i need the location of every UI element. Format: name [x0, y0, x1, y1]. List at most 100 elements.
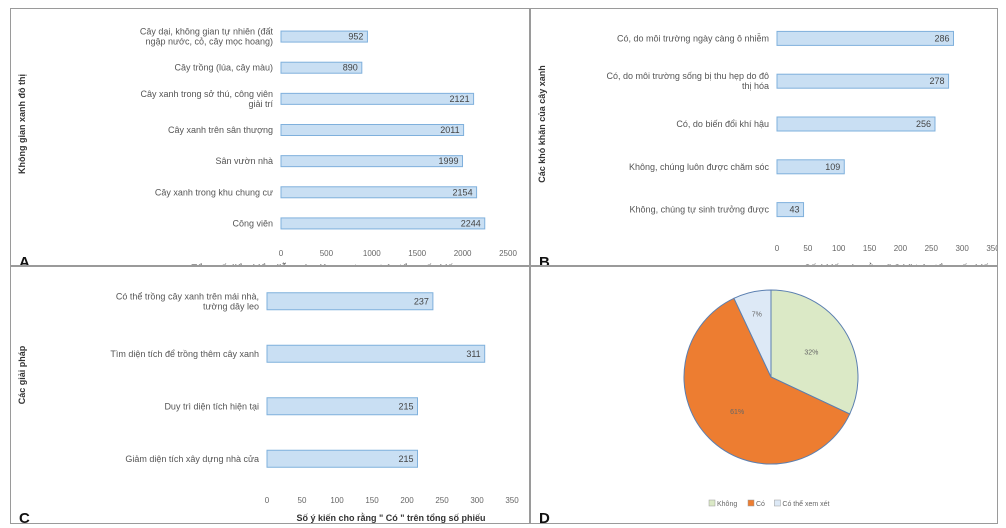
panel-letter: A [19, 254, 30, 265]
x-tick-label: 2000 [454, 249, 472, 258]
pie-slice [683, 297, 851, 465]
data-label: 215 [398, 401, 413, 411]
data-label: 43 [790, 205, 800, 215]
panel-c: Có thể trồng cây xanh trên mái nhà, tường… [10, 266, 530, 524]
slice-label: 32% [804, 349, 818, 356]
chart-b-svg: Có, do môi trường ngày càng ô nhiễm 286 Có… [537, 30, 997, 265]
legend-swatch [747, 499, 755, 507]
bar [266, 292, 434, 311]
x-axis-title: Tổng số điểm biểu diễn mức độ quan trọng… [191, 263, 460, 265]
bar [280, 30, 368, 43]
pie-slice [733, 289, 772, 378]
legend-label: Không [717, 501, 737, 508]
data-label: 278 [930, 76, 945, 86]
category-label: Có, do môi trường ngày càng ô nhiễm [617, 33, 769, 43]
x-axis-title: Số ý kiến cho rằng " Có " trên tổng số p… [804, 262, 993, 265]
x-tick-label: 150 [365, 496, 379, 505]
chart-a-svg: Cây dại, không gian tự nhiên (đất ngập nư… [17, 27, 517, 265]
category-label: Cây xanh trên sân thượng [168, 125, 273, 135]
x-tick-label: 200 [400, 496, 414, 505]
x-tick-label: 50 [803, 244, 812, 253]
x-tick-label: 0 [265, 496, 270, 505]
bar [776, 202, 805, 218]
panel-letter: D [539, 510, 550, 523]
slice-label: 7% [752, 311, 762, 318]
category-label: Cây dại, không gian tự nhiên (đất ngập nư… [140, 27, 274, 47]
x-tick-label: 250 [925, 244, 939, 253]
data-label: 2121 [450, 94, 470, 104]
x-tick-label: 350 [986, 244, 997, 253]
panel-a: Cây dại, không gian tự nhiên (đất ngập nư… [10, 8, 530, 266]
x-tick-label: 100 [330, 496, 344, 505]
x-tick-label: 50 [298, 496, 307, 505]
bar [280, 124, 465, 136]
category-label: Sân vườn nhà [216, 156, 273, 166]
legend-label: Có [756, 501, 765, 508]
panel-letter: C [19, 510, 30, 523]
x-tick-label: 0 [775, 244, 780, 253]
category-label: Cây trồng (lúa, cây màu) [174, 63, 273, 73]
x-tick-label: 2500 [499, 249, 517, 258]
data-label: 256 [916, 119, 931, 129]
x-tick-label: 1500 [408, 249, 426, 258]
chart-d-svg: 32% 61% 7% Không Có Có thể xem xét D [539, 289, 859, 523]
x-tick-label: 100 [832, 244, 846, 253]
bar [280, 92, 475, 105]
x-tick-label: 200 [894, 244, 908, 253]
panel-d: 32% 61% 7% Không Có Có thể xem xét D [530, 266, 998, 524]
bar [266, 397, 418, 416]
y-axis-title: Không gian xanh đô thị [17, 74, 27, 174]
data-label: 2011 [440, 125, 459, 135]
x-tick-label: 300 [470, 496, 484, 505]
chart-c-svg: Có thể trồng cây xanh trên mái nhà, tường… [17, 291, 519, 523]
y-axis-title: Các khó khăn của cây xanh [537, 65, 547, 183]
data-label: 952 [348, 32, 363, 42]
legend-swatch [774, 499, 781, 507]
panel-letter: B [539, 254, 550, 265]
category-label: Giảm diện tích xây dựng nhà cửa [125, 454, 259, 464]
data-label: 2244 [461, 218, 481, 228]
category-label: Tìm diện tích để trồng thêm cây xanh [110, 349, 259, 359]
legend-swatch [708, 499, 716, 507]
legend-label: Có thể xem xét [782, 500, 829, 508]
data-label: 2154 [453, 187, 473, 197]
bar [776, 73, 950, 89]
category-label: Công viên [232, 218, 273, 228]
bar [280, 155, 464, 168]
x-tick-label: 500 [320, 249, 334, 258]
category-label: Không, chúng luôn được chăm sóc [629, 162, 770, 172]
bar [776, 116, 936, 132]
x-tick-label: 350 [505, 496, 519, 505]
data-label: 109 [825, 162, 840, 172]
category-label: Cây xanh trong khu chung cư [155, 187, 273, 197]
x-tick-label: 0 [279, 249, 284, 258]
bar [266, 449, 418, 468]
category-label: Có, do biến đổi khí hậu [676, 119, 769, 129]
slice-label: 61% [730, 409, 744, 416]
x-tick-label: 250 [435, 496, 449, 505]
data-label: 215 [398, 454, 413, 464]
category-label: Có thể trồng cây xanh trên mái nhà, tường… [116, 291, 259, 311]
bar [776, 30, 955, 46]
data-label: 890 [343, 63, 358, 73]
bar [280, 217, 486, 230]
data-label: 286 [934, 33, 949, 43]
category-label: Duy trì diện tích hiện tại [164, 401, 259, 411]
data-label: 311 [466, 349, 480, 359]
x-tick-label: 300 [955, 244, 969, 253]
pie-slice [770, 289, 859, 415]
bar [776, 159, 845, 175]
category-label: Không, chúng tự sinh trưởng được [630, 205, 770, 215]
bar [280, 186, 478, 199]
panel-b: Có, do môi trường ngày càng ô nhiễm 286 Có… [530, 8, 998, 266]
category-label: Có, do môi trường sống bị thu hẹp do đô t… [606, 71, 769, 91]
bar [280, 61, 363, 74]
y-axis-title: Các giải pháp [17, 345, 27, 404]
x-axis-title: Số ý kiến cho rằng " Có " trên tổng số p… [296, 512, 485, 523]
category-label: Cây xanh trong sở thú, công viên giải trí [141, 89, 274, 109]
x-tick-label: 150 [863, 244, 877, 253]
x-tick-label: 1000 [363, 249, 381, 258]
data-label: 237 [414, 296, 429, 306]
data-label: 1999 [438, 156, 458, 166]
bar [266, 344, 486, 363]
